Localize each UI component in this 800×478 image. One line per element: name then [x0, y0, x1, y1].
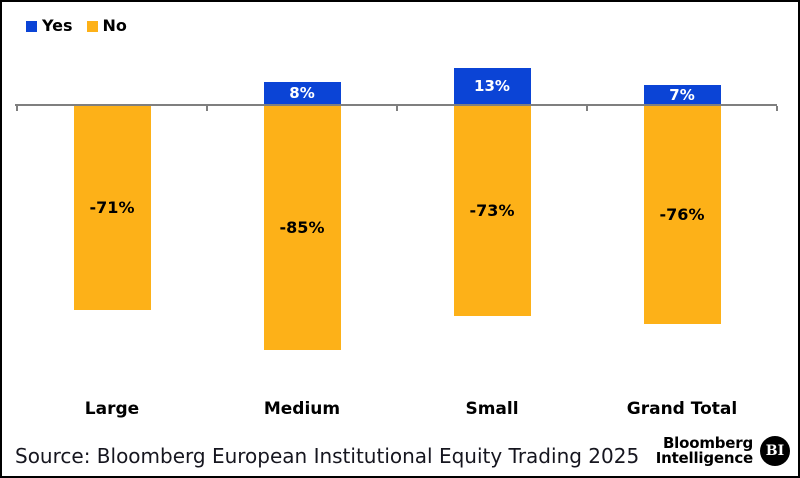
bar-value-label: 13%	[474, 77, 510, 95]
brand: Bloomberg Intelligence BI	[656, 436, 790, 466]
category-label-grand-total: Grand Total	[626, 399, 738, 419]
bi-logo-text: BI	[765, 443, 785, 459]
legend-label-no: No	[102, 16, 127, 35]
x-axis-tick	[16, 106, 18, 111]
legend-swatch-no-icon	[86, 20, 98, 32]
brand-line2: Intelligence	[655, 449, 753, 467]
brand-text: Bloomberg Intelligence	[656, 436, 753, 466]
legend: Yes No	[26, 18, 127, 34]
legend-swatch-yes-icon	[26, 20, 37, 32]
bar-value-label: 7%	[669, 85, 695, 104]
bar-no-large: -71%	[73, 106, 151, 310]
legend-item-yes: Yes	[26, 18, 73, 34]
bi-logo-icon: BI	[760, 436, 790, 466]
bar-value-label: -73%	[469, 201, 515, 220]
x-axis-tick	[776, 106, 778, 111]
bar-no-small: -73%	[453, 106, 531, 316]
bar-yes-medium: 8%	[263, 82, 341, 105]
source-text: Source: Bloomberg European Institutional…	[15, 444, 640, 468]
x-axis-tick	[586, 106, 588, 111]
bar-yes-grand-total: 7%	[643, 85, 721, 105]
x-axis-line	[15, 104, 777, 106]
brand-line1: Bloomberg	[662, 434, 753, 452]
bar-value-label: -85%	[279, 218, 325, 237]
legend-label-yes: Yes	[42, 16, 73, 35]
bar-value-label: 8%	[289, 84, 315, 102]
category-label-large: Large	[84, 399, 140, 419]
category-label-medium: Medium	[263, 399, 341, 419]
bar-value-label: -76%	[659, 205, 705, 224]
bar-yes-small: 13%	[453, 68, 531, 105]
bar-value-label: -71%	[89, 198, 135, 217]
category-label-small: Small	[465, 399, 519, 419]
bar-no-medium: -85%	[263, 106, 341, 350]
x-axis-tick	[206, 106, 208, 111]
bar-no-grand-total: -76%	[643, 106, 721, 324]
legend-item-no: No	[86, 16, 127, 35]
x-axis-tick	[396, 106, 398, 111]
